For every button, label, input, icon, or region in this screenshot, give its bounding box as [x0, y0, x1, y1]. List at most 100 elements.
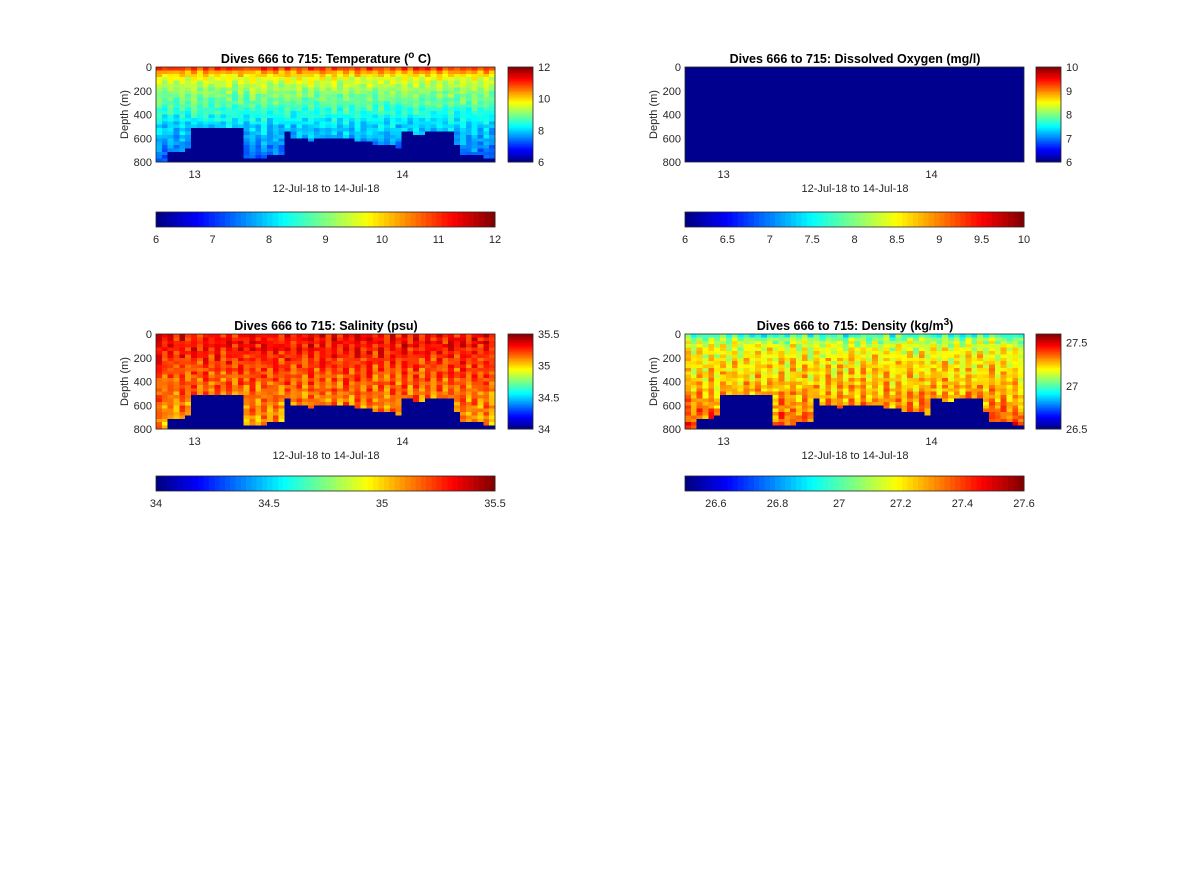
- heatmap-cell: [372, 388, 379, 393]
- heatmap-cell: [337, 422, 344, 426]
- heatmap-cell: [877, 425, 885, 430]
- heatmap-cell: [366, 124, 373, 129]
- heatmap-cell: [366, 367, 373, 372]
- colorbar-swatch: [812, 212, 818, 227]
- heatmap-cell: [731, 391, 738, 396]
- heatmap-cell: [343, 398, 350, 403]
- heatmap-cell: [331, 151, 338, 156]
- heatmap-cell: [208, 354, 215, 359]
- colorbar-swatch: [187, 212, 194, 227]
- heatmap-cell: [883, 357, 890, 362]
- heatmap-cell: [907, 415, 914, 420]
- heatmap-cell: [267, 77, 274, 81]
- heatmap-cell: [249, 364, 256, 369]
- heatmap-cell: [801, 384, 809, 389]
- colorbar-swatch: [1018, 212, 1025, 227]
- heatmap-cell: [290, 67, 297, 71]
- heatmap-cell: [407, 94, 414, 98]
- heatmap-cell: [436, 371, 443, 376]
- colorbar-swatch: [1036, 102, 1061, 105]
- heatmap-cell: [866, 384, 873, 389]
- heatmap-cell: [290, 80, 297, 85]
- heatmap-cell: [483, 405, 490, 410]
- heatmap-cell: [237, 141, 245, 146]
- heatmap-cell: [226, 131, 233, 136]
- heatmap-cell: [267, 94, 274, 98]
- heatmap-cell: [319, 73, 326, 78]
- heatmap-cell: [772, 378, 779, 382]
- heatmap-cell: [167, 415, 174, 420]
- heatmap-cell: [413, 141, 420, 146]
- heatmap-cell: [231, 131, 239, 136]
- heatmap-cell: [378, 77, 385, 81]
- heatmap-cell: [243, 73, 250, 78]
- heatmap-cell: [454, 367, 461, 372]
- heatmap-cell: [912, 418, 920, 423]
- heatmap-cell: [918, 374, 926, 379]
- heatmap-cell: [167, 141, 174, 146]
- heatmap-cell: [471, 138, 478, 143]
- heatmap-cell: [784, 425, 791, 430]
- heatmap-cell: [302, 134, 309, 139]
- heatmap-cell: [185, 158, 192, 163]
- heatmap-cell: [348, 100, 356, 105]
- heatmap-cell: [477, 391, 484, 396]
- heatmap-cell: [196, 422, 204, 426]
- heatmap-cell: [755, 350, 762, 355]
- heatmap-cell: [337, 70, 344, 75]
- heatmap-cell: [360, 388, 367, 393]
- heatmap-cell: [465, 97, 473, 102]
- heatmap-cell: [413, 97, 420, 102]
- heatmap-cell: [261, 344, 268, 348]
- heatmap-cell: [743, 334, 750, 338]
- heatmap-cell: [378, 90, 385, 95]
- heatmap-cell: [454, 361, 461, 365]
- heatmap-cell: [249, 83, 256, 88]
- heatmap-cell: [395, 77, 402, 81]
- heatmap-cell: [360, 415, 367, 420]
- heatmap-cell: [196, 350, 204, 355]
- colorbar-swatch: [508, 127, 533, 130]
- heatmap-cell: [307, 401, 315, 406]
- heatmap-cell: [249, 378, 256, 382]
- heatmap-cell: [883, 367, 890, 372]
- heatmap-cell: [319, 388, 326, 393]
- heatmap-cell: [448, 100, 455, 105]
- heatmap-cell: [448, 398, 455, 403]
- heatmap-cell: [401, 405, 408, 410]
- heatmap-cell: [272, 364, 280, 369]
- heatmap-cell: [842, 364, 850, 369]
- heatmap-cell: [208, 155, 215, 159]
- heatmap-cell: [784, 418, 791, 423]
- heatmap-cell: [354, 90, 361, 95]
- heatmap-cell: [465, 104, 473, 109]
- heatmap-cell: [860, 350, 867, 355]
- colorbar-swatch: [336, 476, 342, 491]
- heatmap-cell: [714, 364, 721, 369]
- heatmap-cell: [942, 374, 949, 379]
- colorbar-swatch: [508, 351, 533, 354]
- heatmap-cell: [772, 398, 779, 403]
- heatmap-cell: [307, 364, 315, 369]
- heatmap-cell: [825, 334, 832, 338]
- heatmap-cell: [348, 117, 356, 122]
- heatmap-cell: [214, 361, 221, 365]
- heatmap-cell: [436, 107, 443, 112]
- heatmap-cell: [331, 425, 338, 430]
- heatmap-cell: [196, 138, 204, 143]
- heatmap-cell: [319, 94, 326, 98]
- heatmap-cell: [813, 398, 820, 403]
- heatmap-cell: [895, 371, 902, 376]
- heatmap-cell: [430, 384, 437, 389]
- heatmap-cell: [836, 340, 844, 345]
- heatmap-cell: [454, 151, 461, 156]
- heatmap-cell: [261, 111, 268, 115]
- heatmap-cell: [912, 415, 920, 420]
- heatmap-cell: [366, 121, 373, 126]
- heatmap-cell: [907, 381, 914, 386]
- heatmap-cell: [185, 398, 192, 403]
- heatmap-cell: [226, 344, 233, 348]
- heatmap-cell: [284, 67, 291, 71]
- colorbar-swatch: [508, 118, 533, 121]
- heatmap-cell: [237, 405, 245, 410]
